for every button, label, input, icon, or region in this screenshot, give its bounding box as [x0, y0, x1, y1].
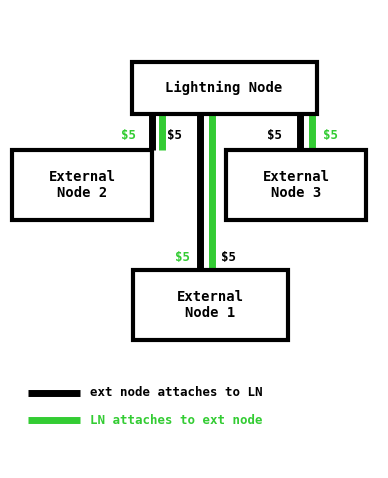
FancyBboxPatch shape: [12, 150, 152, 220]
Text: $5: $5: [267, 129, 282, 141]
Text: ext node attaches to LN: ext node attaches to LN: [90, 387, 263, 400]
FancyBboxPatch shape: [132, 270, 288, 340]
Text: $5: $5: [121, 129, 135, 141]
Text: $5: $5: [322, 129, 338, 141]
FancyBboxPatch shape: [132, 62, 317, 114]
Text: $5: $5: [168, 129, 182, 141]
Text: $5: $5: [220, 251, 236, 264]
Text: LN attaches to ext node: LN attaches to ext node: [90, 413, 263, 426]
Text: External
Node 3: External Node 3: [263, 170, 329, 200]
Text: External
Node 2: External Node 2: [48, 170, 116, 200]
Text: External
Node 1: External Node 1: [177, 290, 244, 320]
FancyBboxPatch shape: [226, 150, 366, 220]
Text: $5: $5: [175, 251, 191, 264]
Text: Lightning Node: Lightning Node: [165, 81, 282, 95]
